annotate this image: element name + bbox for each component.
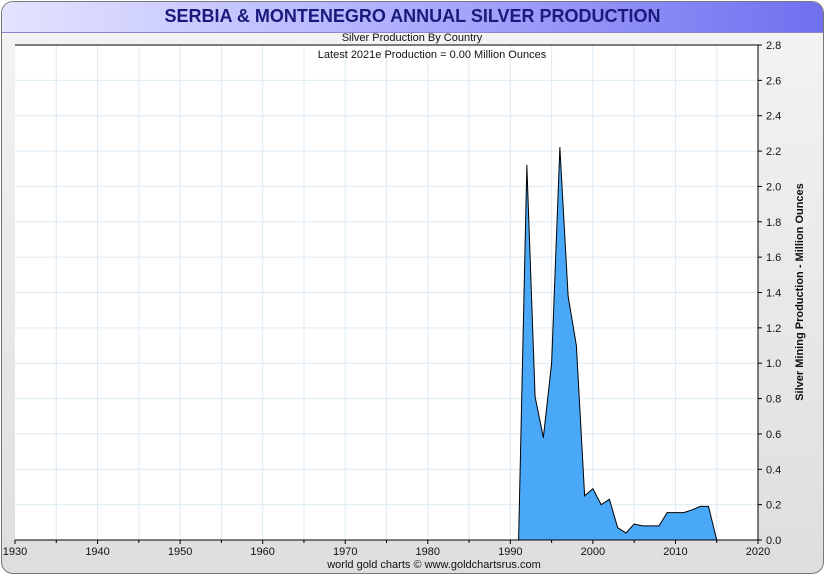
data-point [592,488,594,490]
y-tick-label: 0.2 [766,500,781,512]
y-tick-label: 2.4 [766,111,781,123]
data-point [666,512,668,514]
data-point [683,512,685,514]
x-tick-label: 2010 [663,546,687,558]
data-point [600,504,602,506]
data-point [584,495,586,497]
y-tick-label: 2.0 [766,181,781,193]
data-point [551,362,553,364]
data-point [641,525,643,527]
data-point [658,525,660,527]
data-point [617,527,619,529]
y-tick-label: 0.0 [766,535,781,547]
y-tick-label: 1.0 [766,358,781,370]
x-tick-label: 1970 [333,546,357,558]
data-point [691,509,693,511]
y-tick-label: 0.8 [766,394,781,406]
area-series [518,147,718,541]
title-bar: SERBIA & MONTENEGRO ANNUAL SILVER PRODUC… [2,2,823,33]
x-tick-label: 1940 [85,546,109,558]
data-point [542,436,544,438]
y-tick-label: 2.6 [766,75,781,87]
y-axis-title: Silver Mining Production - Million Ounce… [794,183,806,401]
y-tick-label: 1.6 [766,252,781,264]
chart-subtitle: Silver Production By Country [342,32,483,44]
y-tick-label: 2.2 [766,146,781,158]
data-point [567,295,569,297]
data-point [633,523,635,525]
x-tick-label: 1980 [416,546,440,558]
data-point [699,505,701,507]
x-tick-label: 1960 [250,546,274,558]
x-tick-label: 2020 [746,546,770,558]
latest-production-annotation: Latest 2021e Production = 0.00 Million O… [318,49,547,61]
chart-title: SERBIA & MONTENEGRO ANNUAL SILVER PRODUC… [164,6,661,26]
data-point [608,498,610,500]
x-tick-label: 2000 [581,546,605,558]
data-point [707,505,709,507]
data-point [674,512,676,514]
y-tick-label: 0.4 [766,464,781,476]
y-tick-label: 1.8 [766,217,781,229]
data-point [625,532,627,534]
y-tick-label: 1.4 [766,288,781,300]
data-point [534,396,536,398]
data-point [526,164,528,166]
data-point [559,147,561,149]
y-tick-label: 1.2 [766,323,781,335]
data-point [650,525,652,527]
x-tick-label: 1950 [168,546,192,558]
x-tick-label: 1930 [3,546,27,558]
data-point [575,345,577,347]
x-tick-label: 1990 [498,546,522,558]
footer-credit: world gold charts © www.goldchartsrus.co… [326,559,541,571]
y-tick-label: 2.8 [766,40,781,52]
y-tick-label: 0.6 [766,429,781,441]
